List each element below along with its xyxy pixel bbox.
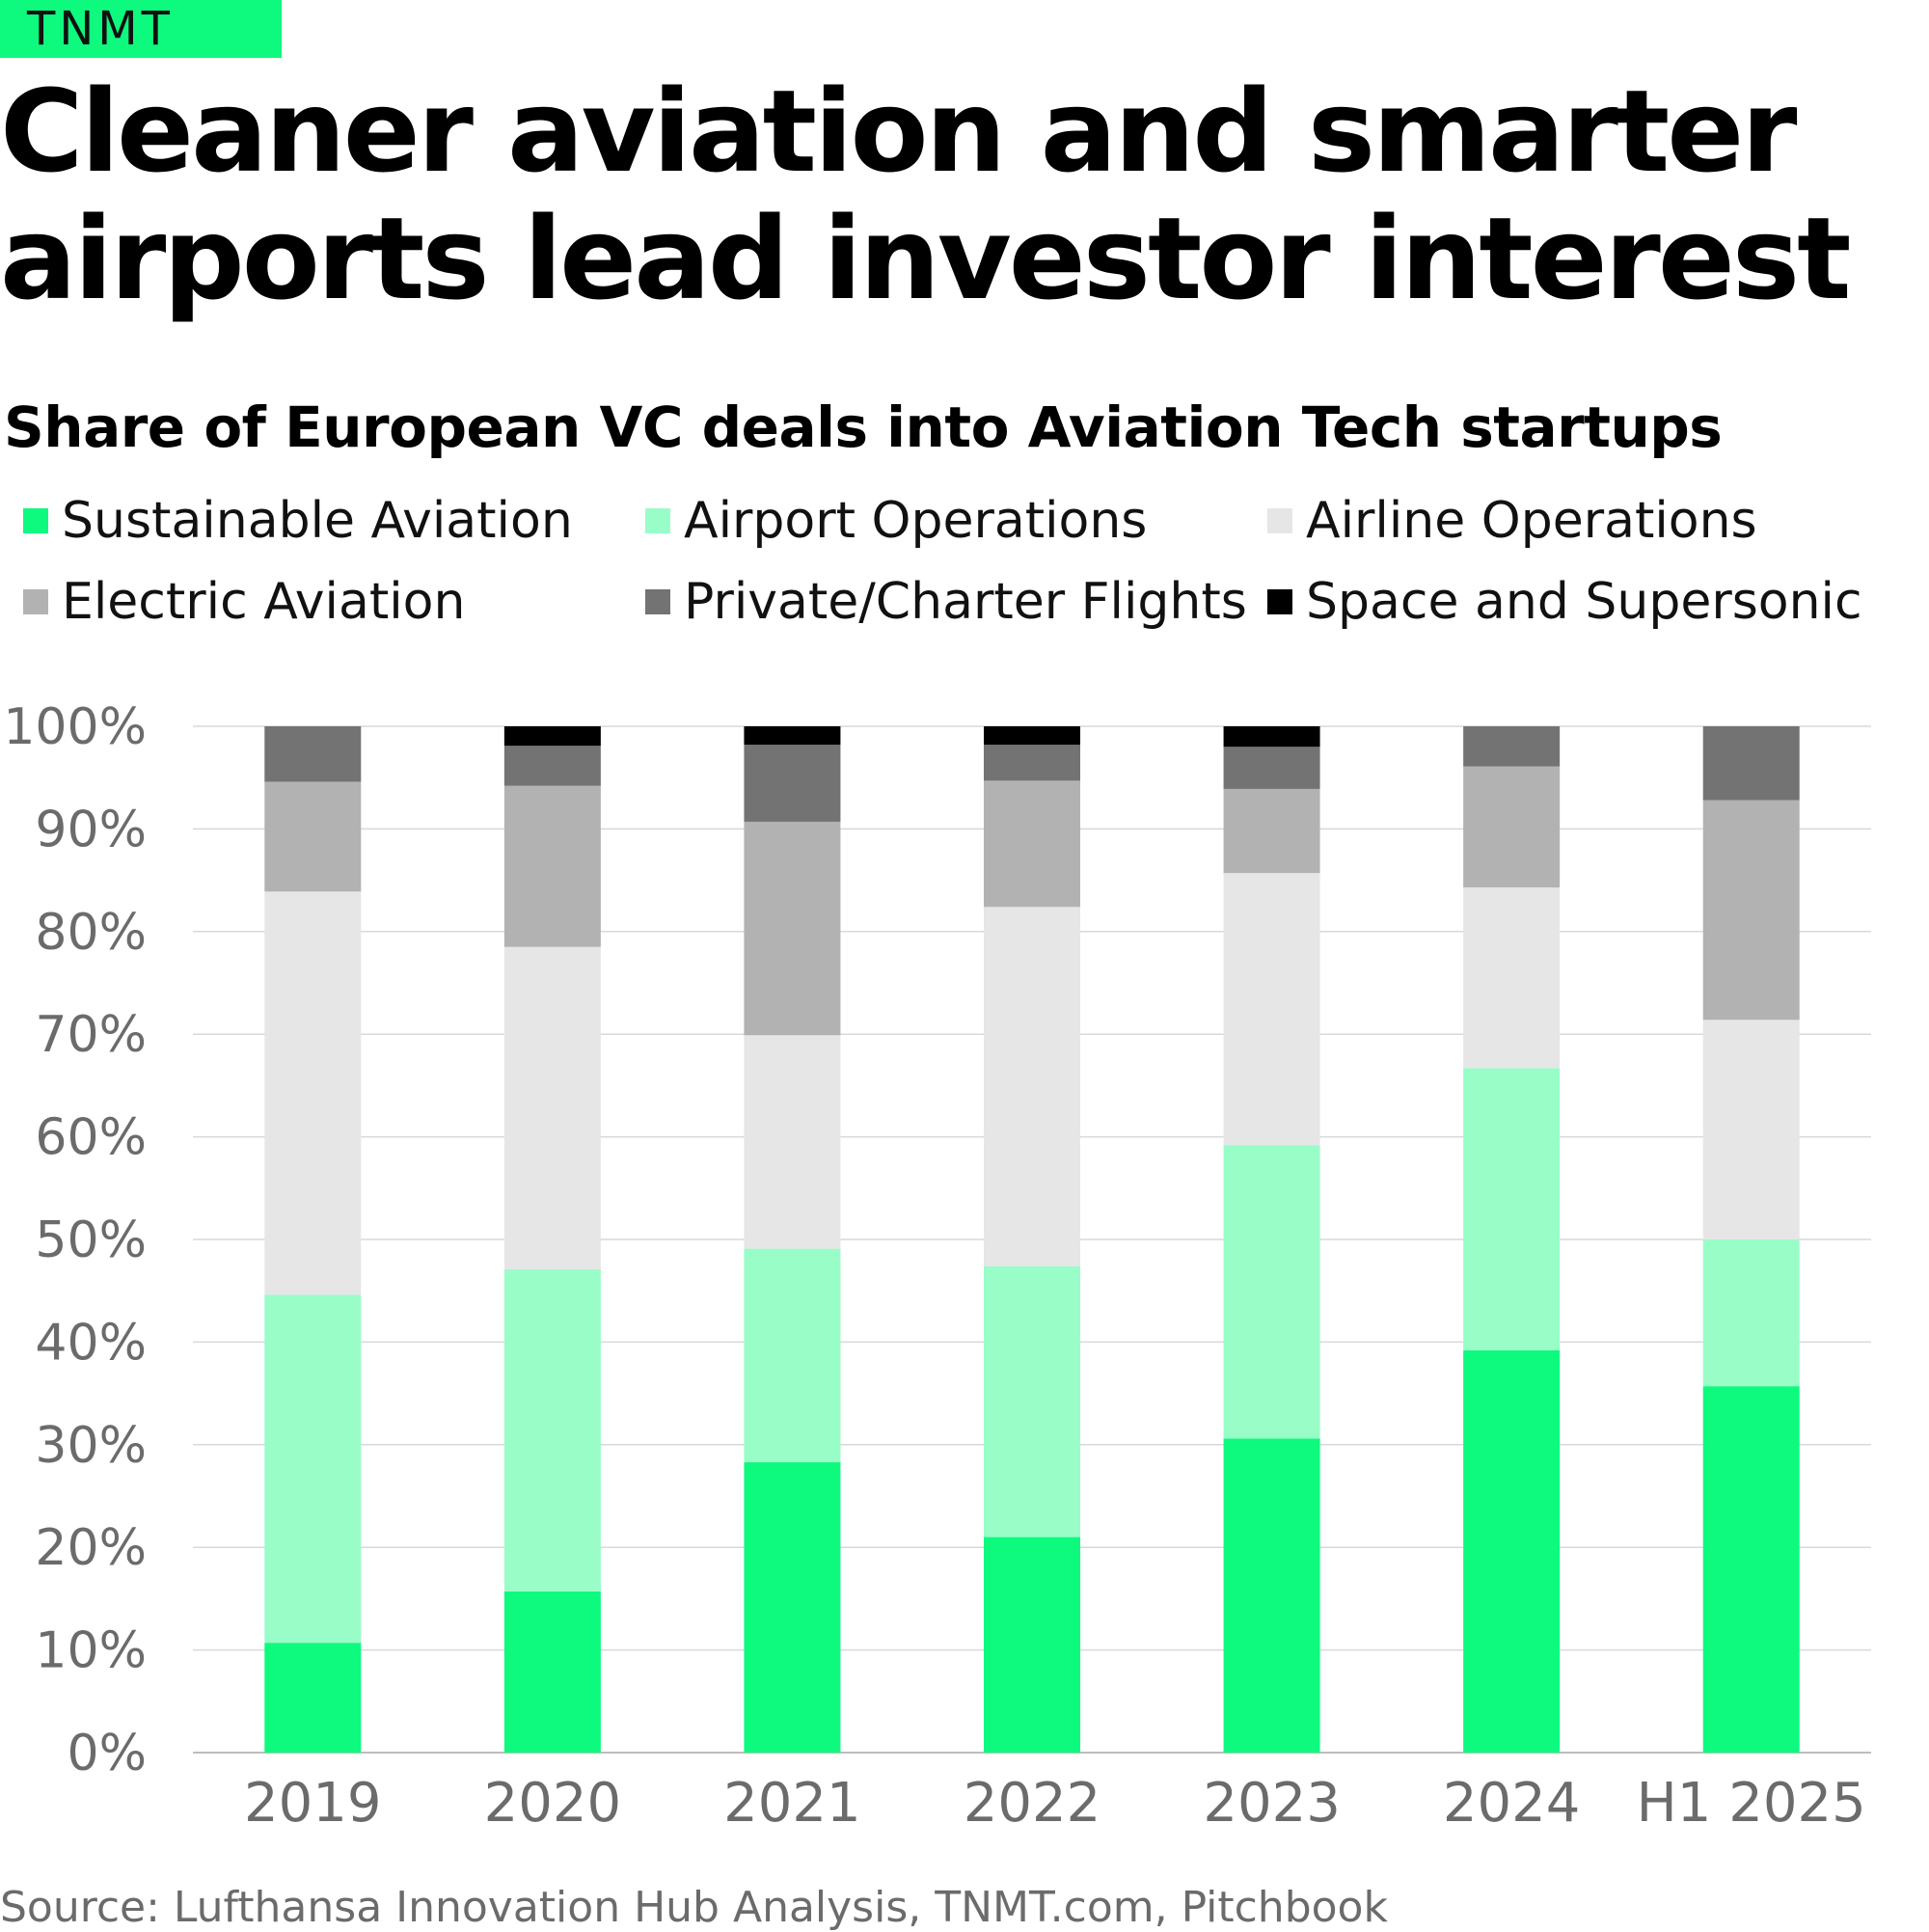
y-tick-label: 100% (3, 698, 147, 756)
x-tick-label: 2021 (723, 1772, 861, 1835)
bar-segment (1463, 1068, 1561, 1350)
legend-swatch (645, 508, 670, 533)
bar-segment (744, 726, 841, 746)
y-tick-label: 80% (35, 904, 147, 962)
legend-swatch (645, 589, 670, 614)
chart-legend: Sustainable Aviation Airport Operations Ai… (23, 492, 1914, 656)
legend-label: Private/Charter Flights (684, 573, 1247, 631)
bar-segment (744, 821, 841, 1036)
bar-segment (1223, 1145, 1320, 1439)
y-tick-label: 40% (35, 1314, 147, 1372)
x-tick-label: 2023 (1203, 1772, 1341, 1835)
y-tick-label: 70% (35, 1006, 147, 1064)
chart-title: Share of European VC deals into Aviation… (4, 395, 1723, 460)
bar-segment (1463, 766, 1561, 888)
bar-segment (984, 780, 1080, 908)
bar-segment (503, 946, 601, 1269)
legend-label: Electric Aviation (62, 573, 466, 631)
bar-segment (503, 1268, 601, 1592)
bar-segment (1702, 1020, 1800, 1239)
bar-segment (1223, 747, 1320, 789)
bar-segment (984, 907, 1080, 1266)
x-tick-label: 2020 (484, 1772, 622, 1835)
bar-segment (503, 785, 601, 947)
legend-item: Space and Supersonic (1267, 573, 1862, 631)
legend-swatch (23, 589, 48, 614)
bar-segment (1702, 800, 1800, 1020)
y-tick-label: 30% (35, 1417, 147, 1475)
bar-segment (1463, 1349, 1561, 1753)
source-note: Source: Lufthansa Innovation Hub Analysi… (0, 1883, 1388, 1932)
y-tick-label: 60% (35, 1109, 147, 1167)
y-tick-label: 90% (35, 801, 147, 858)
headline: Cleaner aviation and smarter airports le… (0, 65, 1852, 325)
bar-segment (264, 1294, 362, 1644)
stacked-bar-chart: 0% 10% 20% 30% 40% 50% 60% 70% 80% 90% 100% 2019 202… (3, 698, 1871, 1835)
bar-segment (1223, 788, 1320, 874)
legend-label: Airport Operations (684, 492, 1148, 550)
bar-segment (1702, 1239, 1800, 1387)
bar-segment (984, 745, 1080, 781)
y-tick-label: 50% (35, 1211, 147, 1269)
legend-item: Private/Charter Flights (645, 573, 1247, 631)
legend-item: Sustainable Aviation (23, 492, 573, 550)
legend-label: Space and Supersonic (1306, 573, 1862, 631)
legend-item: Airline Operations (1267, 492, 1757, 550)
bar-segment (264, 726, 362, 782)
bar-segment (1702, 726, 1800, 801)
bar-segment (744, 1248, 841, 1462)
bar-segment (1463, 726, 1561, 767)
bar-segment (264, 781, 362, 892)
bar-segment (744, 1461, 841, 1753)
legend-label: Airline Operations (1306, 492, 1757, 550)
bar-segment (503, 726, 601, 747)
brand-logo: TNMT (27, 2, 174, 56)
bar-segment (264, 1643, 362, 1753)
bar-segment (984, 726, 1080, 746)
bar-segment (1702, 1386, 1800, 1753)
x-tick-label: 2024 (1443, 1772, 1581, 1835)
bar-segment (503, 1591, 601, 1753)
bar-segment (1223, 873, 1320, 1146)
bar-segment (264, 891, 362, 1295)
legend-label: Sustainable Aviation (62, 492, 573, 550)
brand-badge: TNMT (0, 0, 282, 58)
bar-segment (1223, 726, 1320, 748)
y-tick-label: 20% (35, 1519, 147, 1577)
bar-segment (984, 1265, 1080, 1537)
bar-segment (744, 745, 841, 822)
bar-segment (744, 1035, 841, 1249)
legend-swatch (1267, 589, 1292, 614)
y-tick-label: 10% (35, 1622, 147, 1680)
x-tick-label: 2019 (244, 1772, 382, 1835)
legend-item: Airport Operations (645, 492, 1147, 550)
legend-item: Electric Aviation (23, 573, 465, 631)
bar-segment (1463, 887, 1561, 1069)
x-tick-label: 2022 (964, 1772, 1101, 1835)
y-tick-label: 0% (68, 1725, 148, 1782)
bar-segment (984, 1537, 1080, 1753)
bar-segment (503, 746, 601, 786)
x-tick-label: H1 2025 (1637, 1772, 1866, 1835)
bar-segment (1223, 1438, 1320, 1753)
legend-swatch (23, 508, 48, 533)
legend-swatch (1267, 508, 1292, 533)
